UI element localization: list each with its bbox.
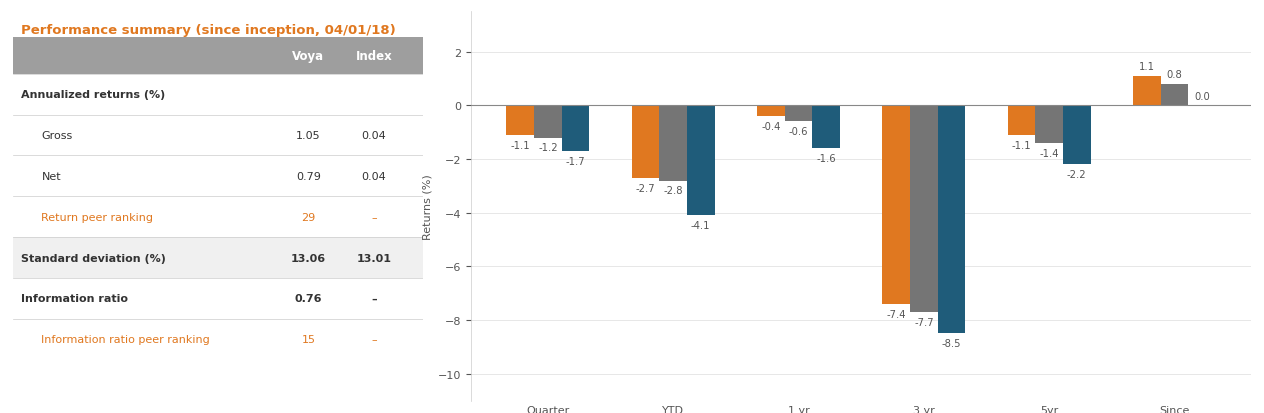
Text: -7.4: -7.4 — [886, 309, 906, 319]
Text: -4.1: -4.1 — [691, 221, 710, 231]
Text: -1.7: -1.7 — [565, 157, 585, 166]
Text: Net: Net — [42, 171, 61, 181]
Text: 13.01: 13.01 — [356, 253, 392, 263]
Text: -1.2: -1.2 — [538, 143, 557, 153]
Y-axis label: Returns (%): Returns (%) — [422, 174, 432, 239]
Bar — [507, 106, 535, 135]
Bar — [1133, 77, 1160, 106]
FancyBboxPatch shape — [13, 278, 423, 319]
Text: Information ratio: Information ratio — [20, 294, 128, 304]
Text: Gross: Gross — [42, 131, 72, 141]
Text: 1.05: 1.05 — [296, 131, 321, 141]
Text: –: – — [372, 212, 377, 222]
Text: 0.79: 0.79 — [296, 171, 321, 181]
Text: -0.4: -0.4 — [761, 121, 781, 132]
Text: -1.6: -1.6 — [817, 154, 836, 164]
Bar — [660, 106, 686, 181]
FancyBboxPatch shape — [13, 115, 423, 156]
Bar — [882, 106, 910, 304]
Text: -1.4: -1.4 — [1039, 148, 1059, 158]
Text: -2.2: -2.2 — [1067, 170, 1087, 180]
FancyBboxPatch shape — [13, 74, 423, 115]
Bar — [813, 106, 839, 149]
Bar — [910, 106, 938, 312]
Text: 13.06: 13.06 — [291, 253, 326, 263]
Bar — [1063, 106, 1091, 165]
Text: –: – — [372, 294, 377, 304]
Text: Performance summary (since inception, 04/01/18): Performance summary (since inception, 04… — [20, 24, 396, 37]
Bar — [1007, 106, 1035, 135]
Bar — [938, 106, 966, 334]
Text: -1.1: -1.1 — [511, 140, 530, 150]
Text: –: – — [372, 335, 377, 344]
Text: -2.8: -2.8 — [664, 186, 683, 196]
Bar — [1160, 85, 1188, 106]
FancyBboxPatch shape — [13, 319, 423, 360]
Text: 0.0: 0.0 — [1194, 91, 1210, 101]
Text: 0.04: 0.04 — [362, 131, 387, 141]
Text: Standard deviation (%): Standard deviation (%) — [20, 253, 166, 263]
Text: 15: 15 — [301, 335, 315, 344]
Text: -1.1: -1.1 — [1011, 140, 1031, 150]
FancyBboxPatch shape — [13, 38, 423, 74]
Text: Annualized returns (%): Annualized returns (%) — [20, 90, 166, 100]
Bar — [535, 106, 561, 138]
Text: 1.1: 1.1 — [1139, 62, 1155, 72]
Text: -8.5: -8.5 — [942, 339, 961, 349]
Text: 0.04: 0.04 — [362, 171, 387, 181]
FancyBboxPatch shape — [13, 197, 423, 237]
Text: -2.7: -2.7 — [636, 183, 656, 193]
Text: Voya: Voya — [292, 50, 325, 63]
Bar — [785, 106, 813, 122]
Bar — [632, 106, 660, 178]
FancyBboxPatch shape — [13, 237, 423, 278]
Bar — [561, 106, 589, 152]
Text: 0.8: 0.8 — [1167, 70, 1182, 80]
Text: 0.76: 0.76 — [295, 294, 322, 304]
Bar — [686, 106, 714, 216]
FancyBboxPatch shape — [13, 156, 423, 197]
Bar — [757, 106, 785, 117]
Bar — [1035, 106, 1063, 144]
Text: -7.7: -7.7 — [914, 317, 934, 327]
Text: 29: 29 — [301, 212, 316, 222]
Text: Index: Index — [355, 50, 392, 63]
Text: Information ratio peer ranking: Information ratio peer ranking — [42, 335, 210, 344]
Text: Return peer ranking: Return peer ranking — [42, 212, 153, 222]
Text: -0.6: -0.6 — [789, 127, 808, 137]
